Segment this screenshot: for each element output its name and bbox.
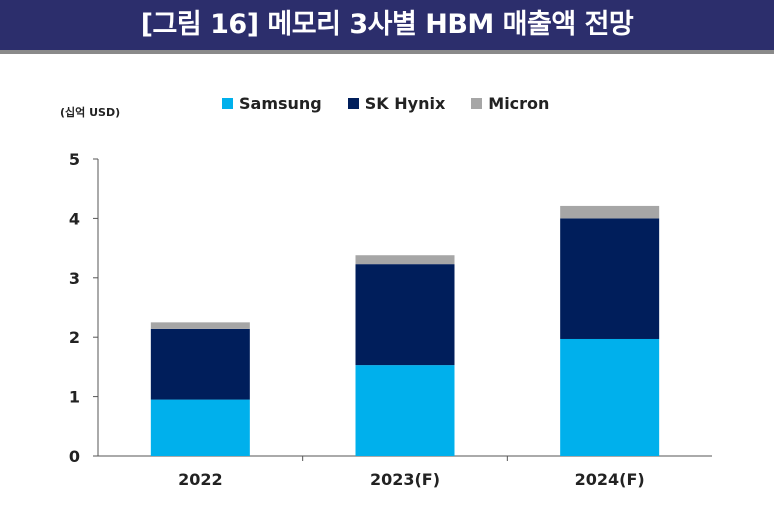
bar-sk-hynix: [560, 218, 660, 339]
bar-micron: [150, 322, 250, 329]
legend: Samsung SK Hynix Micron: [222, 94, 549, 113]
y-tick-label: 3: [69, 269, 80, 288]
legend-item-sk-hynix: SK Hynix: [347, 94, 446, 113]
y-tick-label: 1: [69, 388, 80, 407]
chart-title: [그림 16] 메모리 3사별 HBM 매출액 전망: [0, 0, 774, 54]
bar-sk-hynix: [355, 264, 455, 366]
bar-micron: [560, 205, 660, 219]
bar-samsung: [560, 338, 660, 456]
y-tick-label: 0: [69, 447, 80, 466]
legend-item-samsung: Samsung: [222, 94, 322, 113]
bar-samsung: [355, 365, 455, 456]
legend-label: Micron: [488, 94, 550, 113]
legend-swatch: [222, 98, 233, 109]
legend-item-micron: Micron: [471, 94, 549, 113]
y-axis-unit-label: (십억 USD): [60, 106, 121, 119]
legend-swatch: [347, 98, 359, 109]
legend-label: Samsung: [239, 94, 322, 113]
x-tick-label: 2024(F): [575, 470, 645, 489]
bar-sk-hynix: [150, 328, 250, 400]
x-tick-label: 2022: [178, 470, 223, 489]
legend-label: SK Hynix: [364, 94, 446, 113]
x-tick-label: 2023(F): [370, 470, 440, 489]
y-tick-label: 2: [69, 328, 80, 347]
bar-samsung: [150, 399, 250, 456]
bar-micron: [355, 255, 455, 265]
y-tick-label: 5: [69, 150, 80, 169]
legend-swatch: [471, 98, 483, 109]
y-tick-label: 4: [69, 209, 80, 228]
